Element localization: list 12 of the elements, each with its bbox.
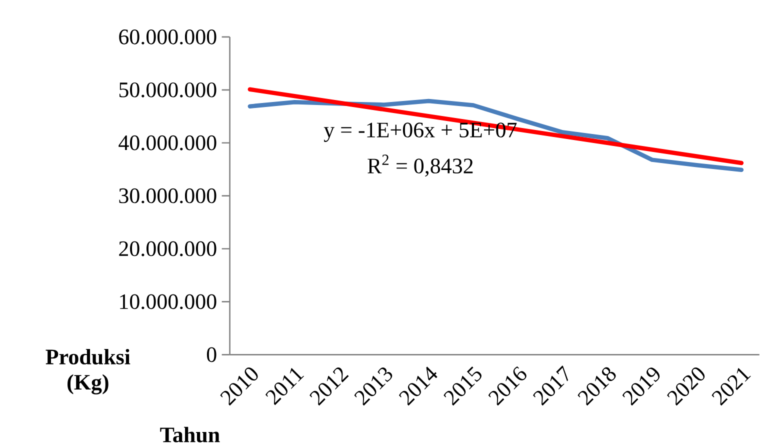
- x-tick-label: 2011: [265, 368, 304, 406]
- annotation: y = -1E+06x + 5E+07: [324, 122, 517, 142]
- y-tick-label: 60.000.000: [119, 30, 216, 45]
- y-axis-title: Produksi (Kg): [46, 349, 130, 394]
- y-tick-label: 10.000.000: [120, 294, 216, 310]
- annotation: R$^{2}$ = 0,8432: [368, 154, 473, 177]
- y-tick-label: 50.000.000: [119, 82, 216, 98]
- y-tick-label: 40.000.000: [118, 135, 216, 150]
- y-tick-label: 30.000.000: [119, 188, 216, 204]
- y-tick-label: 20.000.000: [119, 241, 216, 256]
- x-axis-title: Tahun: [160, 426, 220, 442]
- y-tick-label: 0: [206, 347, 216, 362]
